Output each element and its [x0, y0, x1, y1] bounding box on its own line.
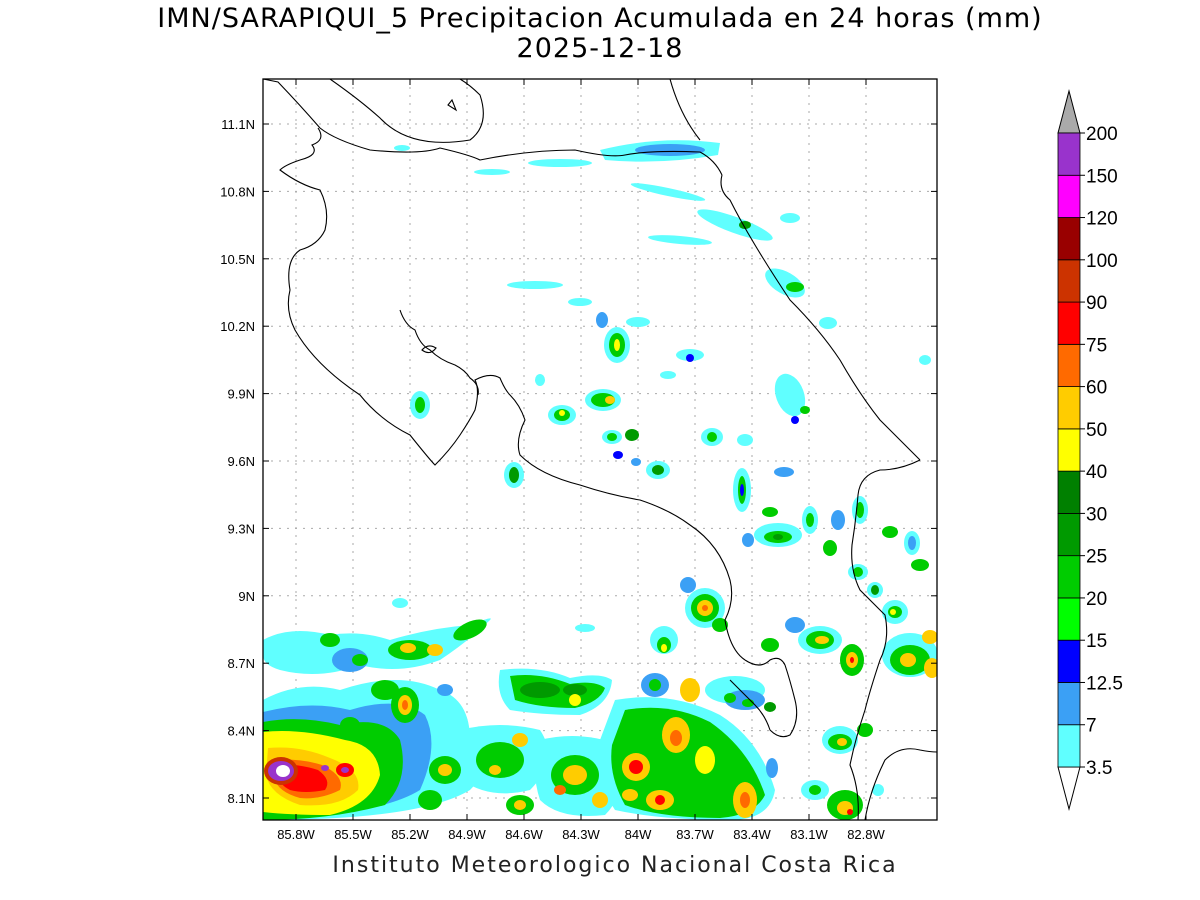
colorbar-label: 3.5 — [1086, 758, 1112, 779]
colorbar-segment — [1057, 343, 1081, 388]
colorbar-segment — [1057, 513, 1081, 557]
colorbar-label: 15 — [1086, 631, 1107, 652]
colorbar-label: 7 — [1086, 716, 1097, 737]
precip-cells-south — [650, 577, 937, 820]
colorbar-label: 12.5 — [1086, 673, 1123, 694]
colorbar-label: 50 — [1086, 420, 1107, 441]
colorbar-segment — [1057, 724, 1081, 768]
lat-tick-label: 9.3N — [228, 521, 255, 536]
lat-tick-label: 8.1N — [228, 791, 255, 806]
precip-field — [263, 140, 937, 820]
colorbar-segment — [1057, 174, 1081, 218]
colorbar-segment — [1057, 132, 1081, 176]
colorbar-segment — [1057, 259, 1081, 303]
lat-tick-label: 9.9N — [228, 387, 255, 402]
colorbar-label: 60 — [1086, 378, 1107, 399]
colorbar-label: 20 — [1086, 589, 1107, 610]
lat-tick-label: 10.5N — [220, 252, 255, 267]
colorbar-label: 200 — [1086, 124, 1118, 145]
colorbar-label: 75 — [1086, 335, 1107, 356]
lat-tick-label: 9.6N — [228, 454, 255, 469]
colorbar-segment — [1057, 470, 1081, 514]
colorbar-label: 90 — [1086, 293, 1107, 314]
lon-tick-label: 83.1W — [790, 827, 828, 842]
coastlines — [263, 79, 937, 820]
lon-tick-label: 85.2W — [391, 827, 429, 842]
map-title: IMN/SARAPIQUI_5 Precipitacion Acumulada … — [157, 3, 1043, 34]
lon-tick-label: 82.8W — [847, 827, 885, 842]
colorbar-label: 40 — [1086, 462, 1107, 483]
lat-tick-label: 11.1N — [221, 117, 255, 132]
lat-tick-label: 10.8N — [220, 184, 255, 199]
colorbar-under-arrow — [1057, 766, 1081, 811]
panama-coast — [864, 748, 937, 820]
lon-tick-label: 84.3W — [562, 827, 600, 842]
precip-cells-north — [394, 140, 931, 365]
colorbar-label: 30 — [1086, 504, 1107, 525]
map-date: 2025-12-18 — [516, 33, 684, 64]
precip-cells-southwest — [263, 598, 778, 820]
colorbar-segment — [1057, 428, 1081, 472]
lat-tick-label: 8.7N — [228, 656, 255, 671]
colorbar-label: 100 — [1086, 251, 1118, 272]
ometepe-island — [447, 98, 458, 112]
lon-tick-label: 84.6W — [505, 827, 543, 842]
chira-island — [421, 345, 437, 354]
lat-tick-label: 10.2N — [220, 319, 255, 334]
colorbar-segment — [1057, 639, 1081, 683]
credit-text: Instituto Meteorologico Nacional Costa R… — [332, 853, 898, 878]
colorbar: 3.5 7 12.5 15 20 25 30 40 50 60 75 90 100 120 150 200 — [1057, 89, 1123, 811]
colorbar-segment — [1057, 301, 1081, 345]
colorbar-label: 25 — [1086, 547, 1107, 568]
plot-frame — [262, 78, 938, 821]
lake-nicaragua-shore — [329, 79, 484, 143]
nicoya-gulf-shore — [399, 309, 479, 396]
rivas-isthmus — [669, 79, 701, 141]
nicaragua-border — [263, 79, 723, 176]
colorbar-segment — [1057, 682, 1081, 726]
osa-peninsula-coast — [729, 657, 798, 738]
colorbar-over-arrow — [1057, 89, 1081, 134]
colorbar-segment — [1057, 555, 1081, 599]
lon-tick-label: 85.5W — [334, 827, 372, 842]
precip-cells-central — [410, 312, 753, 488]
colorbar-label: 120 — [1086, 209, 1118, 230]
caribbean-coast — [720, 174, 921, 461]
lat-tick-label: 8.4N — [228, 724, 255, 739]
lat-axis: 11.1N 10.8N 10.5N 10.2N 9.9N 9.6N 9.3N 9N 8.7N 8.… — [220, 117, 937, 806]
lon-tick-label: 83.4W — [733, 827, 771, 842]
lon-tick-label: 85.8W — [277, 827, 315, 842]
lat-tick-label: 9N — [238, 589, 255, 604]
lon-axis: 85.8W 85.5W 85.2W 84.9W 84.6W 84.3W 84W 83.7W 83… — [277, 79, 886, 842]
colorbar-segment — [1057, 217, 1081, 261]
colorbar-segment — [1057, 386, 1081, 430]
colorbar-segment — [1057, 597, 1081, 641]
lon-tick-label: 83.7W — [676, 827, 714, 842]
lon-tick-label: 84W — [625, 827, 652, 842]
colorbar-label: 150 — [1086, 166, 1118, 187]
pacific-coast-north — [279, 127, 746, 661]
lon-tick-label: 84.9W — [448, 827, 486, 842]
panama-border — [849, 459, 921, 820]
